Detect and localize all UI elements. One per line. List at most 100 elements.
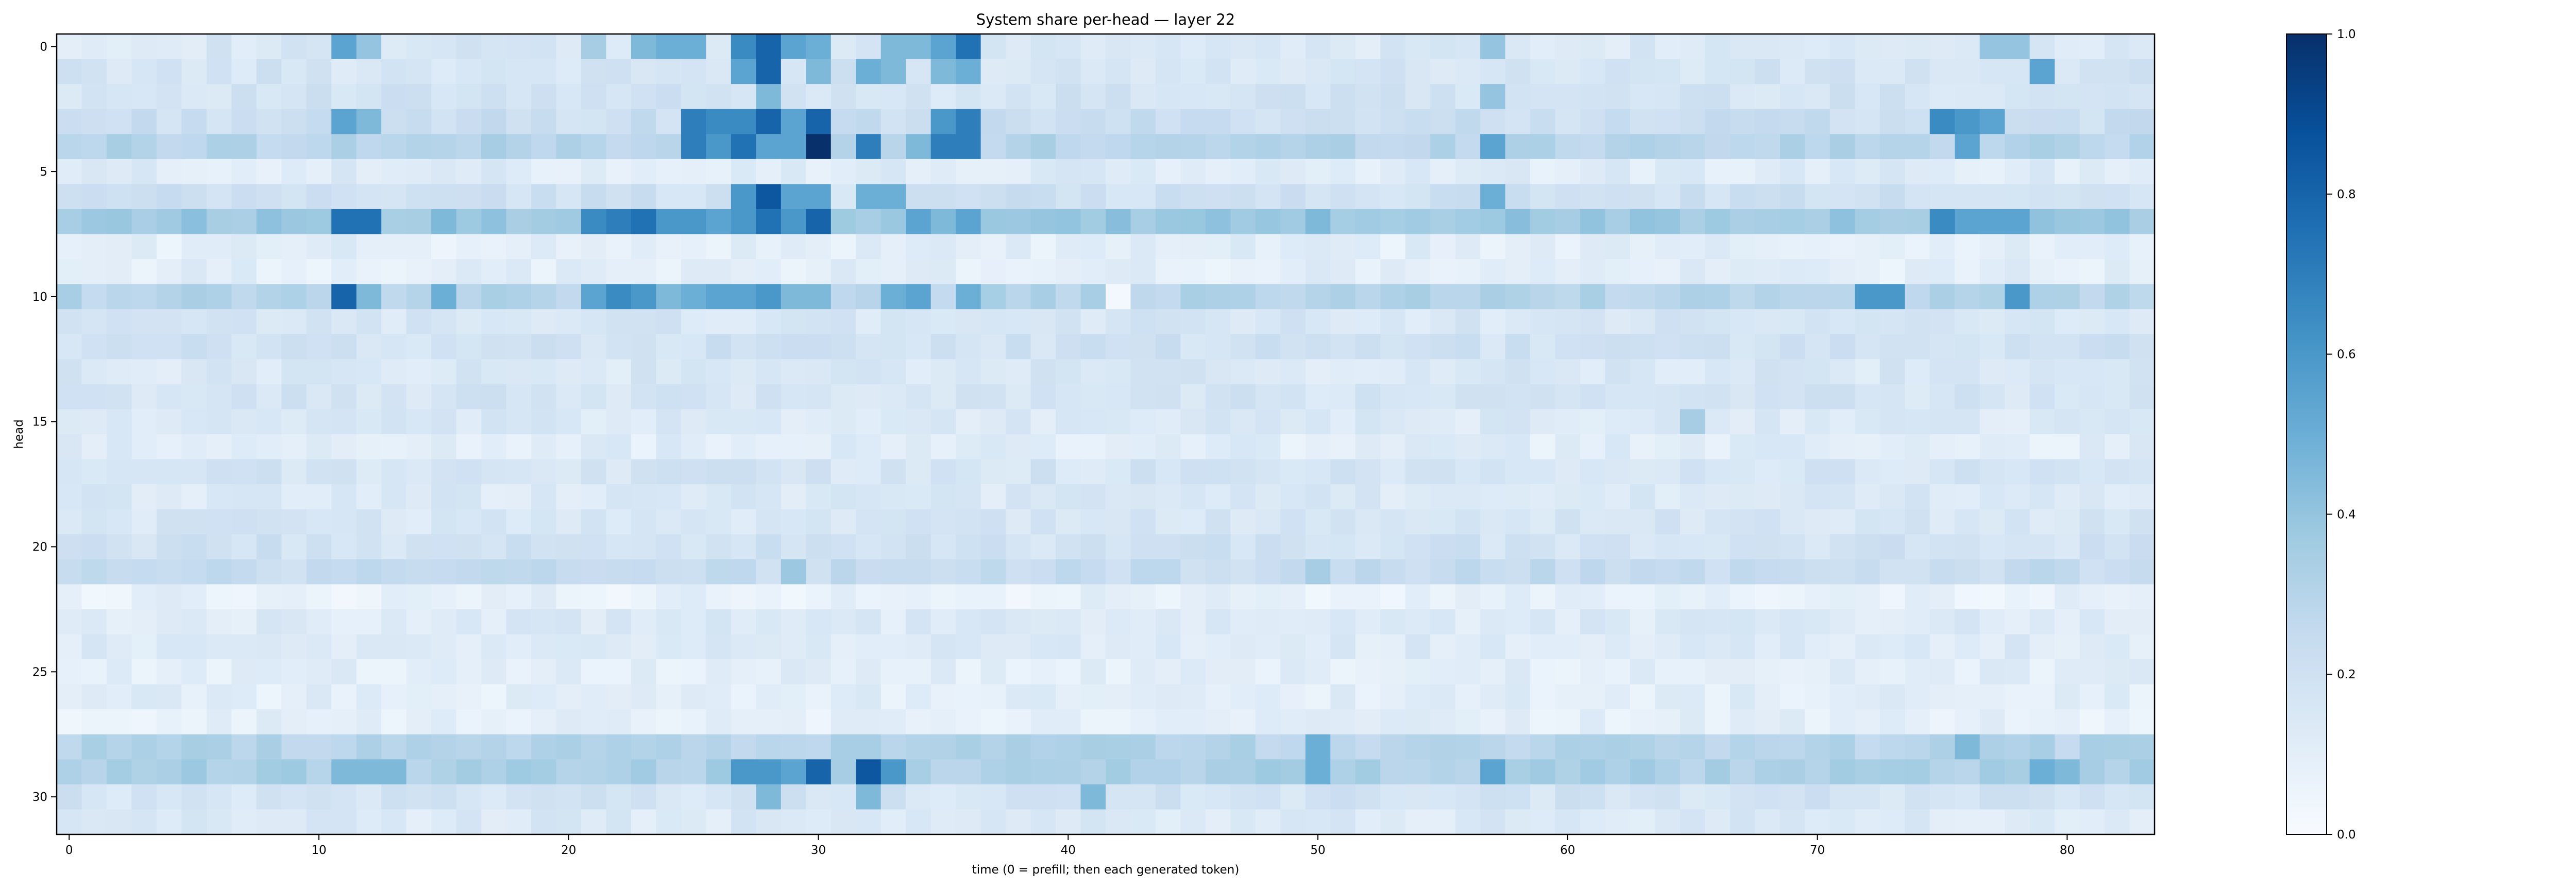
heatmap-cell [1780, 534, 1805, 560]
heatmap-cell [506, 509, 532, 535]
heatmap-cell [2055, 284, 2080, 310]
heatmap-cell [1180, 134, 1206, 160]
heatmap-cell [231, 59, 257, 84]
heatmap-cell [1355, 659, 1381, 685]
heatmap-cell [1979, 134, 2005, 160]
heatmap-cell [1480, 234, 1506, 260]
heatmap-cell [57, 159, 82, 184]
heatmap-cell [1929, 784, 1955, 810]
heatmap-cell [731, 584, 756, 610]
heatmap-cell [1030, 484, 1056, 510]
heatmap-cell [1305, 84, 1331, 110]
heatmap-cell [1255, 209, 1281, 235]
heatmap-cell [2105, 434, 2130, 460]
heatmap-cell [531, 509, 557, 535]
heatmap-cell [506, 184, 532, 210]
heatmap-cell [381, 434, 407, 460]
heatmap-cell [980, 459, 1006, 485]
heatmap-cell [1430, 684, 1456, 710]
heatmap-cell [1355, 109, 1381, 134]
heatmap-cell [1130, 234, 1156, 260]
heatmap-cell [1280, 34, 1306, 60]
heatmap-cell [681, 584, 706, 610]
heatmap-cell [2105, 584, 2130, 610]
heatmap-cell [1705, 484, 1731, 510]
heatmap-cell [106, 534, 132, 560]
heatmap-cell [781, 784, 806, 810]
heatmap-cell [1655, 659, 1681, 685]
heatmap-cell [1705, 284, 1731, 310]
heatmap-cell [930, 734, 956, 760]
heatmap-cell [606, 759, 632, 785]
heatmap-cell [781, 309, 806, 335]
heatmap-cell [1605, 484, 1631, 510]
heatmap-cell [1180, 784, 1206, 810]
heatmap-cell [1829, 609, 1855, 635]
heatmap-cell [1430, 459, 1456, 485]
heatmap-cell [1080, 584, 1106, 610]
heatmap-cell [2079, 709, 2105, 735]
heatmap-cell [1355, 334, 1381, 360]
heatmap-cell [656, 534, 682, 560]
heatmap-cell [1855, 359, 1880, 385]
heatmap-cell [1505, 209, 1531, 235]
heatmap-cell [681, 759, 706, 785]
heatmap-cell [1255, 234, 1281, 260]
heatmap-cell [1255, 584, 1281, 610]
heatmap-cell [1155, 309, 1181, 335]
heatmap-cell [831, 484, 856, 510]
heatmap-cell [1780, 709, 1805, 735]
heatmap-cell [1829, 284, 1855, 310]
heatmap-cell [1630, 509, 1656, 535]
heatmap-cell [1006, 659, 1031, 685]
heatmap-cell [1929, 734, 1955, 760]
heatmap-cell [1730, 359, 1755, 385]
heatmap-cell [1006, 559, 1031, 585]
heatmap-cell [156, 534, 182, 560]
heatmap-cell [131, 134, 157, 160]
heatmap-cell [856, 559, 882, 585]
heatmap-cell [131, 184, 157, 210]
heatmap-cell [1056, 659, 1081, 685]
heatmap-cell [156, 609, 182, 635]
heatmap-cell [1905, 59, 1930, 84]
heatmap-cell [356, 709, 382, 735]
heatmap-cell [1230, 334, 1256, 360]
heatmap-cell [156, 109, 182, 134]
heatmap-cell [1355, 84, 1381, 110]
heatmap-cell [181, 709, 207, 735]
heatmap-cell [2029, 809, 2055, 835]
heatmap-cell [1780, 384, 1805, 410]
heatmap-cell [1680, 784, 1706, 810]
heatmap-cell [506, 209, 532, 235]
heatmap-cell [1106, 384, 1131, 410]
heatmap-cell [1280, 684, 1306, 710]
heatmap-cell [356, 84, 382, 110]
heatmap-cell [980, 584, 1006, 610]
heatmap-cell [1755, 309, 1781, 335]
heatmap-cell [880, 309, 906, 335]
heatmap-cell [1505, 284, 1531, 310]
heatmap-cell [481, 609, 507, 635]
heatmap-cell [1705, 359, 1731, 385]
heatmap-cell [481, 509, 507, 535]
heatmap-cell [256, 559, 282, 585]
heatmap-cell [456, 184, 482, 210]
heatmap-cell [806, 384, 832, 410]
heatmap-cell [906, 409, 931, 435]
heatmap-cell [930, 84, 956, 110]
heatmap-cell [781, 459, 806, 485]
heatmap-cell [1805, 559, 1831, 585]
heatmap-cell [756, 359, 782, 385]
heatmap-cell [256, 359, 282, 385]
heatmap-cell [156, 334, 182, 360]
heatmap-cell [731, 259, 756, 285]
heatmap-cell [606, 134, 632, 160]
heatmap-cell [206, 734, 232, 760]
heatmap-cell [1530, 34, 1556, 60]
heatmap-cell [1280, 559, 1306, 585]
heatmap-cell [2079, 409, 2105, 435]
heatmap-cell [1056, 134, 1081, 160]
heatmap-cell [681, 284, 706, 310]
heatmap-cell [456, 284, 482, 310]
